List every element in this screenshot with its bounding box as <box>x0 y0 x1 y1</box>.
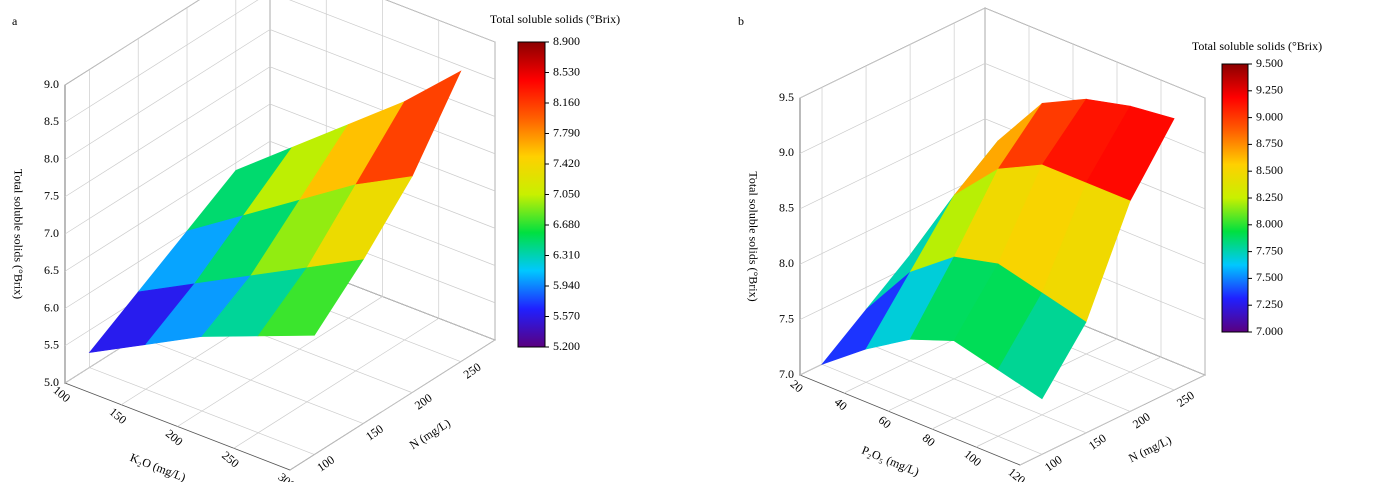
y-grid-line <box>89 69 315 455</box>
z-tick-label: 5.0 <box>44 375 59 389</box>
colorbar-tick-label: 8.000 <box>1256 217 1283 231</box>
z-grid-line <box>799 7 1206 99</box>
y-axis-label: N (mg/L) <box>1126 433 1173 466</box>
x-axis-label: K₂O (mg/L) <box>128 450 188 482</box>
colorbar-tick-label: 8.530 <box>553 64 580 78</box>
colorbar-title: Total soluble solids (°Brix) <box>490 12 620 26</box>
y-tick-label: 200 <box>412 391 435 413</box>
colorbar-title: Total soluble solids (°Brix) <box>1192 39 1322 53</box>
colorbar-tick-label: 5.570 <box>553 308 580 322</box>
x-grid-line <box>975 80 1162 448</box>
z-tick-label: 9.0 <box>779 145 794 159</box>
y-tick-label: 250 <box>1174 388 1197 410</box>
z-grid-line <box>64 0 496 123</box>
z-tick-label: 9.0 <box>44 77 59 91</box>
x-tick-label: 80 <box>920 431 938 449</box>
y-tick-label: 250 <box>461 360 484 382</box>
colorbar-tick-label: 7.250 <box>1256 297 1283 311</box>
x-axis-label: P₂O₅ (mg/L) <box>860 443 921 479</box>
x-tick-label: 40 <box>832 395 850 413</box>
colorbar-tick-label: 9.000 <box>1256 109 1283 123</box>
z-tick-label: 7.0 <box>44 226 59 240</box>
colorbar-tick-label: 8.750 <box>1256 136 1283 150</box>
x-tick-label: 300 <box>275 470 298 482</box>
y-tick-label: 100 <box>314 453 337 475</box>
z-tick-label: 6.5 <box>44 263 59 277</box>
colorbar-tick-label: 6.680 <box>553 217 580 231</box>
x-tick-label: 200 <box>163 426 186 448</box>
x-grid-line <box>289 42 496 471</box>
z-tick-label: 7.5 <box>779 311 794 325</box>
z-tick-label: 8.0 <box>44 151 59 165</box>
colorbar <box>517 41 546 348</box>
z-grid-line <box>64 0 496 86</box>
colorbar-tick-label: 7.500 <box>1256 270 1283 284</box>
colorbar-tick-label: 7.420 <box>553 156 580 170</box>
panel-label: a <box>12 14 18 28</box>
colorbar-tick-label: 7.790 <box>553 125 580 139</box>
y-axis-label: N (mg/L) <box>407 416 453 452</box>
z-axis-label: Total soluble solids (°Brix) <box>746 171 760 301</box>
y-tick-label: 100 <box>1042 452 1065 474</box>
y-tick-label: 200 <box>1130 410 1153 432</box>
colorbar-tick-label: 5.200 <box>553 339 580 353</box>
z-tick-label: 9.5 <box>779 90 794 104</box>
colorbar-tick-label: 7.750 <box>1256 243 1283 257</box>
x-tick-label: 60 <box>876 413 894 431</box>
x-tick-label: 150 <box>107 405 130 427</box>
colorbar-tick-label: 6.310 <box>553 247 580 261</box>
colorbar-tick-label: 7.000 <box>1256 324 1283 338</box>
colorbar-tick-label: 7.050 <box>553 186 580 200</box>
x-grid-line <box>233 20 440 449</box>
z-tick-label: 7.0 <box>779 367 794 381</box>
y-tick-label: 150 <box>1086 431 1109 453</box>
z-tick-label: 8.0 <box>779 256 794 270</box>
colorbar-tick-label: 5.940 <box>553 278 580 292</box>
y-tick-label: 150 <box>363 422 386 444</box>
z-tick-label: 7.5 <box>44 189 59 203</box>
colorbar <box>1221 63 1249 333</box>
colorbar-tick-label: 9.250 <box>1256 83 1283 97</box>
x-tick-label: 100 <box>961 447 984 469</box>
x-tick-label: 120 <box>1005 465 1028 482</box>
x-tick-label: 250 <box>219 448 242 470</box>
z-tick-label: 6.0 <box>44 300 59 314</box>
colorbar-tick-label: 8.500 <box>1256 163 1283 177</box>
x-grid-line <box>1019 98 1206 466</box>
z-tick-label: 5.5 <box>44 338 59 352</box>
colorbar-tick-label: 9.500 <box>1256 56 1283 70</box>
z-tick-label: 8.5 <box>779 201 794 215</box>
x-grid-line <box>177 0 383 427</box>
z-tick-label: 8.5 <box>44 114 59 128</box>
colorbar-tick-label: 8.160 <box>553 95 580 109</box>
colorbar-tick-label: 8.250 <box>1256 190 1283 204</box>
colorbar-tick-label: 8.900 <box>553 34 580 48</box>
panel-label: b <box>738 14 744 28</box>
surface-cell <box>997 292 1087 400</box>
surface-cell <box>257 259 364 337</box>
z-axis-label: Total soluble solids (°Brix) <box>11 169 25 299</box>
